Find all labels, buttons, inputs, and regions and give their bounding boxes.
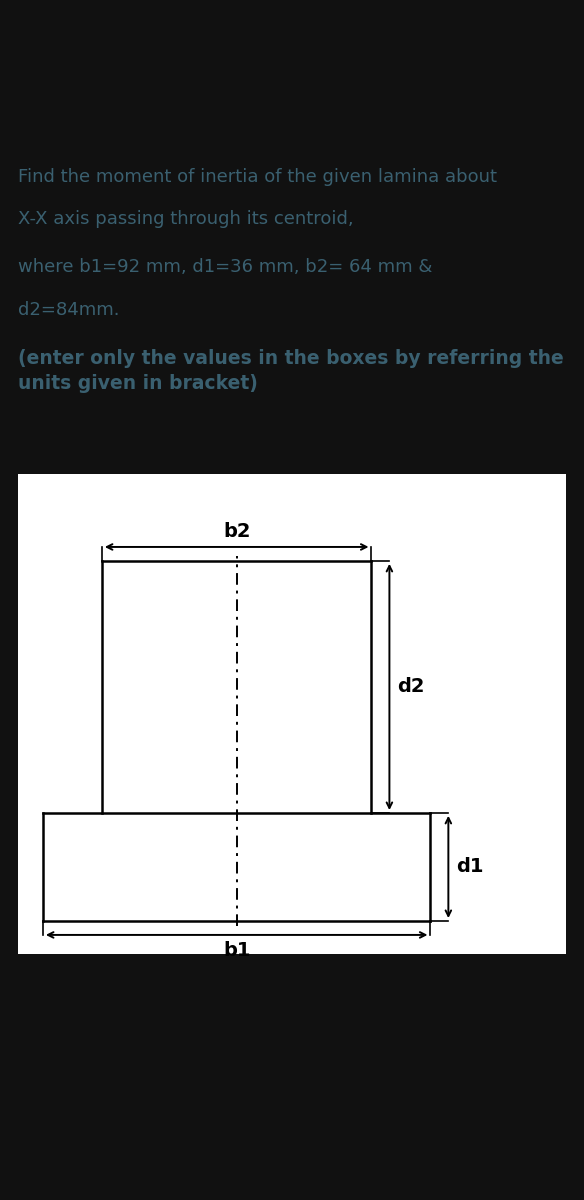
Text: X-X axis passing through its centroid,: X-X axis passing through its centroid, <box>18 210 354 228</box>
Text: Find the moment of inertia of the given lamina about: Find the moment of inertia of the given … <box>18 168 497 186</box>
Text: d2=84mm.: d2=84mm. <box>18 301 120 319</box>
Text: (enter only the values in the boxes by referring the
units given in bracket): (enter only the values in the boxes by r… <box>18 349 564 394</box>
Bar <box>18 474 566 954</box>
Text: where b1=92 mm, d1=36 mm, b2= 64 mm &: where b1=92 mm, d1=36 mm, b2= 64 mm & <box>18 258 432 276</box>
Text: d2: d2 <box>398 678 425 696</box>
Text: b1: b1 <box>223 941 251 960</box>
Text: d1: d1 <box>456 858 484 876</box>
Text: b2: b2 <box>223 522 251 541</box>
